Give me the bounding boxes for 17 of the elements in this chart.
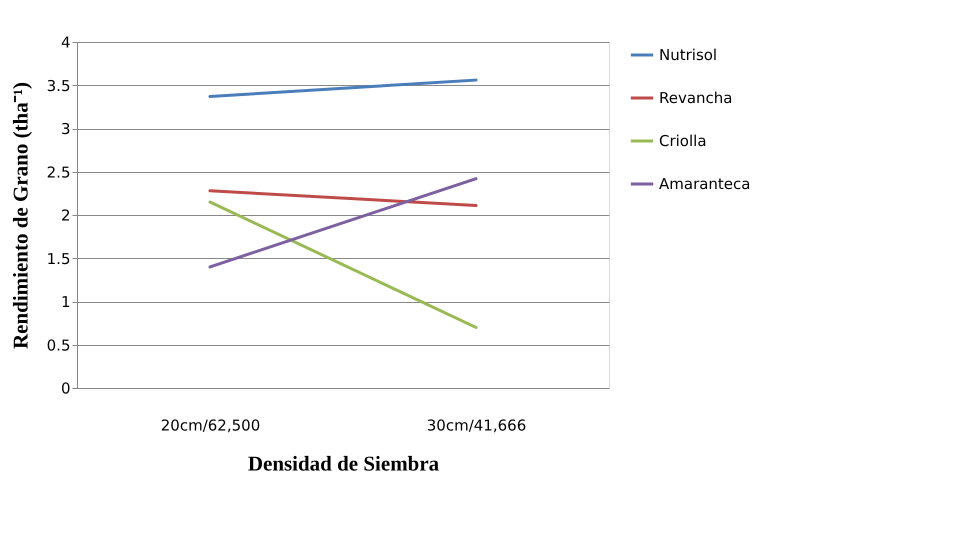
y-tick-label: 3.5 xyxy=(46,76,70,95)
x-tick-label: 30cm/41,666 xyxy=(426,416,526,434)
legend-label: Criolla xyxy=(659,132,707,150)
legend-label: Amaranteca xyxy=(659,175,750,193)
x-axis-title: Densidad de Siembra xyxy=(248,452,440,476)
y-axis-title: Rendimiento de Grano (tha⁻¹) xyxy=(8,82,33,350)
y-tick-label: 2 xyxy=(60,206,70,224)
y-tick-label: 3 xyxy=(60,120,70,138)
x-tick-label: 20cm/62,500 xyxy=(160,416,260,434)
y-tick-label: 2.5 xyxy=(46,163,70,182)
y-tick-label: 0 xyxy=(60,380,70,398)
y-tick-label: 1 xyxy=(60,293,70,311)
y-tick-label: 1.5 xyxy=(46,250,70,268)
y-tick-label: 4 xyxy=(60,34,70,52)
legend-label: Revancha xyxy=(659,89,732,107)
y-tick-label: 0.5 xyxy=(46,336,70,354)
legend-label: Nutrisol xyxy=(659,46,718,64)
